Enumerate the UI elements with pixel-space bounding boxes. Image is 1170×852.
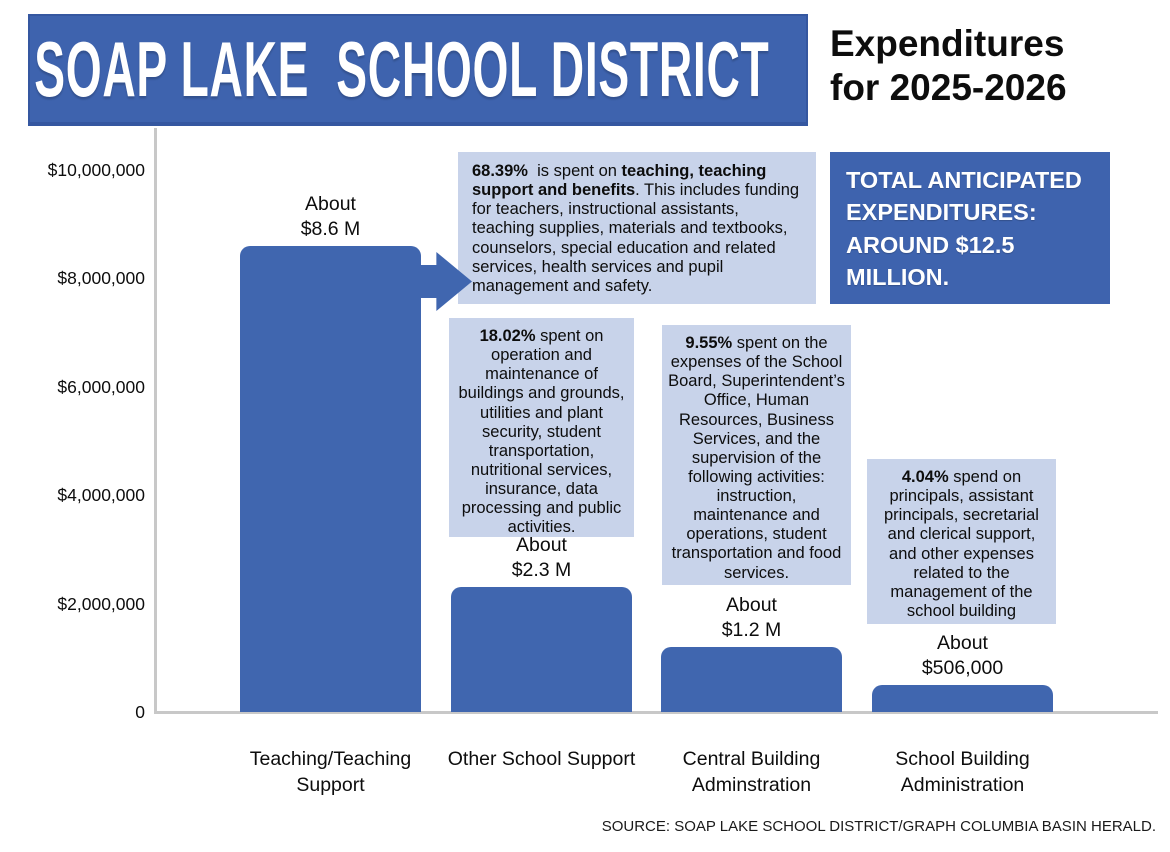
bar-value-label-teaching-teaching-support: About $8.6 M [300, 193, 361, 240]
y-tick-4000000: $4,000,000 [57, 485, 145, 506]
x-axis-line [154, 711, 1158, 714]
y-tick-10000000: $10,000,000 [47, 160, 145, 180]
annotation-central-building: 9.55% spent on the expenses of the Schoo… [662, 325, 851, 585]
category-label-other-school-support: Other School Support [447, 748, 636, 770]
bar-teaching-teaching-support [240, 246, 421, 712]
bar-central-building-adminstration [661, 647, 842, 712]
annotation-school-building-text: 4.04% spend on principals, assistant pri… [884, 468, 1044, 620]
annotation-teaching-support: 68.39% is spent on teaching, teaching su… [458, 152, 816, 304]
total-expenditures-text: TOTAL ANTICIPATED EXPENDITURES: AROUND $… [846, 167, 1082, 291]
category-label-teaching-teaching-support: Teaching/Teaching Support [249, 748, 412, 796]
category-label-central-building-adminstration: Central Building Adminstration [682, 748, 821, 796]
title-banner: SOAP LAKE SCHOOL DISTRICT [28, 14, 808, 126]
y-tick-6000000: $6,000,000 [57, 376, 145, 397]
annotation-central-building-text: 9.55% spent on the expenses of the Schoo… [668, 334, 850, 582]
y-tick-8000000: $8,000,000 [57, 268, 145, 289]
annotation-school-building: 4.04% spend on principals, assistant pri… [867, 459, 1056, 624]
y-axis-line [154, 128, 157, 713]
y-tick-2000000: $2,000,000 [57, 593, 145, 614]
expenditures-heading: Expenditures for 2025-2026 [830, 23, 1067, 109]
source-credit: SOURCE: SOAP LAKE SCHOOL DISTRICT/GRAPH … [601, 818, 1156, 835]
annotation-other-school-support: 18.02% spent on operation and maintenanc… [449, 318, 634, 537]
bar-school-building-administration [872, 685, 1053, 712]
bar-other-school-support [451, 587, 632, 712]
bar-value-label-other-school-support: About $2.3 M [511, 534, 572, 581]
annotation-other-school-support-text: 18.02% spent on operation and maintenanc… [458, 327, 630, 537]
district-title: SOAP LAKE SCHOOL DISTRICT [34, 25, 770, 113]
bar-value-label-central-building-adminstration: About $1.2 M [721, 594, 782, 641]
total-expenditures-box: TOTAL ANTICIPATED EXPENDITURES: AROUND $… [830, 152, 1110, 304]
annotation-teaching-support-text: 68.39% is spent on teaching, teaching su… [472, 162, 804, 295]
bar-value-label-school-building-administration: About $506,000 [921, 632, 1004, 679]
y-tick-0: 0 [135, 702, 145, 722]
category-label-school-building-administration: School Building Administration [895, 748, 1030, 796]
